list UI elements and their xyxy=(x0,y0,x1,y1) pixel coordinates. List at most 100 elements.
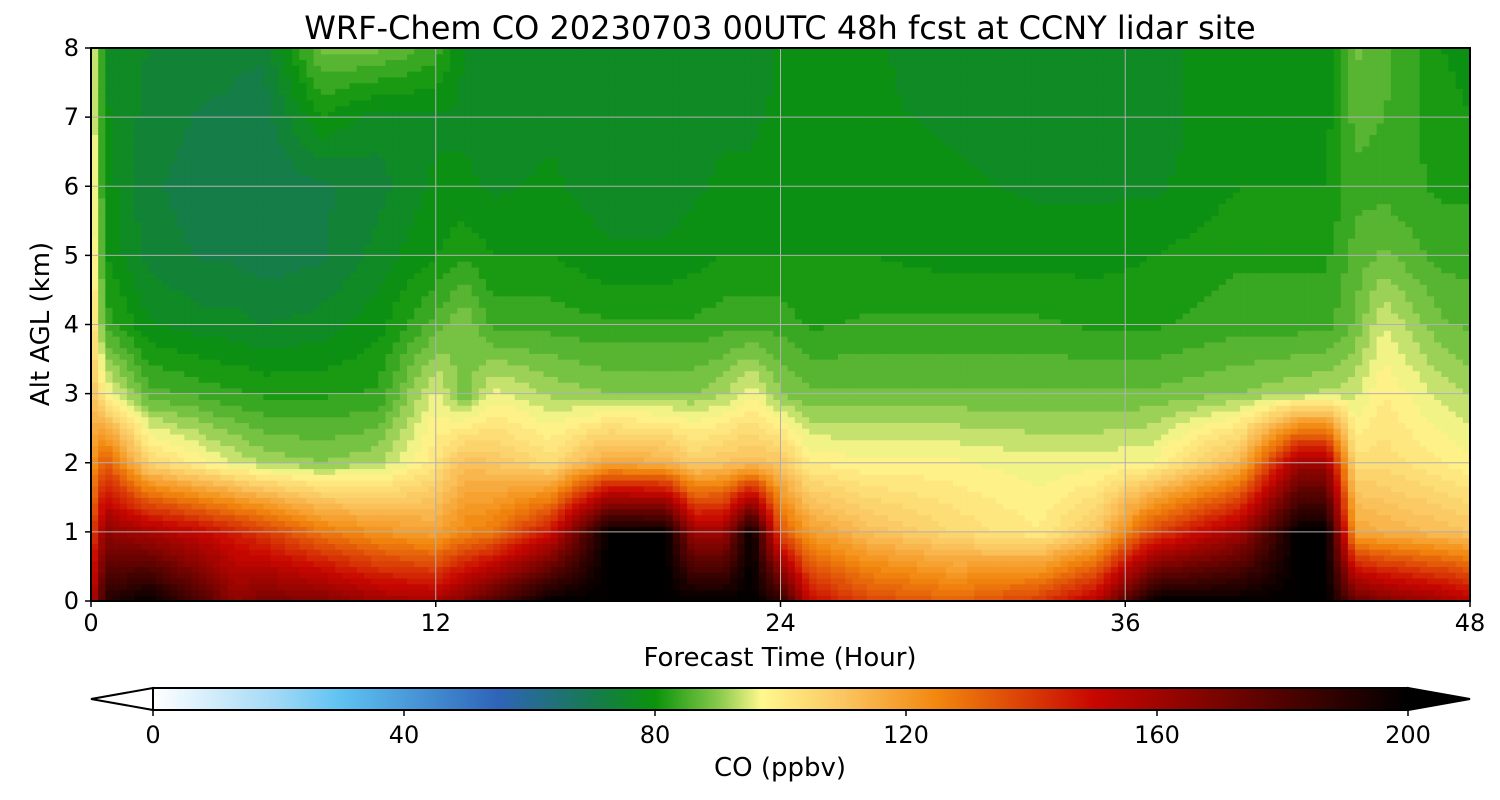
field-cell xyxy=(198,312,207,320)
field-cell xyxy=(457,583,466,591)
field-cell xyxy=(191,456,200,464)
field-cell xyxy=(399,387,408,395)
field-cell xyxy=(198,508,207,516)
field-cell xyxy=(299,439,308,447)
field-cell xyxy=(134,549,142,556)
field-cell xyxy=(363,359,372,366)
field-cell xyxy=(241,399,250,406)
field-cell xyxy=(213,583,221,591)
field-cell xyxy=(112,94,121,101)
field-cell xyxy=(414,318,422,326)
field-cell xyxy=(363,387,372,395)
field-cell xyxy=(213,433,221,441)
field-cell xyxy=(292,151,300,159)
field-cell xyxy=(414,359,422,366)
field-cell xyxy=(249,163,257,170)
field-cell xyxy=(249,186,257,193)
field-cell xyxy=(98,192,106,199)
field-cell xyxy=(356,462,365,470)
field-cell xyxy=(421,266,430,274)
field-cell xyxy=(126,209,135,216)
field-cell xyxy=(270,433,279,441)
field-cell xyxy=(98,215,106,222)
field-cell xyxy=(349,560,358,568)
field-cell xyxy=(270,572,279,579)
field-cell xyxy=(428,520,437,527)
field-cell xyxy=(205,341,214,349)
field-cell xyxy=(342,336,351,343)
field-cell xyxy=(284,220,293,228)
field-cell xyxy=(407,364,415,372)
field-cell xyxy=(407,249,415,256)
field-cell xyxy=(220,65,229,72)
field-cell xyxy=(112,416,121,424)
field-cell xyxy=(450,134,458,141)
field-cell xyxy=(356,497,365,504)
field-cell xyxy=(220,186,229,193)
field-cell xyxy=(220,422,229,429)
field-cell xyxy=(191,128,200,136)
field-cell xyxy=(184,445,193,452)
field-cell xyxy=(119,405,128,412)
field-cell xyxy=(249,157,257,164)
field-cell xyxy=(313,491,322,498)
field-cell xyxy=(284,261,293,268)
field-cell xyxy=(234,243,243,251)
field-cell xyxy=(270,330,279,337)
field-cell xyxy=(220,330,229,337)
field-cell xyxy=(277,168,286,176)
field-cell xyxy=(414,560,422,568)
field-cell xyxy=(442,480,451,487)
field-cell xyxy=(399,168,408,176)
field-cell xyxy=(141,531,150,539)
field-cell xyxy=(299,249,308,256)
field-cell xyxy=(141,456,150,464)
field-cell xyxy=(349,318,358,326)
field-cell xyxy=(241,359,250,366)
field-cell xyxy=(342,359,351,366)
field-cell xyxy=(205,410,214,418)
field-cell xyxy=(263,157,272,164)
field-cell xyxy=(328,341,336,349)
field-cell xyxy=(356,88,365,95)
field-cell xyxy=(119,583,128,591)
field-cell xyxy=(119,105,128,112)
field-cell xyxy=(263,59,272,66)
field-cell xyxy=(119,71,128,78)
field-cell xyxy=(148,572,157,579)
field-cell xyxy=(213,416,221,424)
field-cell xyxy=(284,554,293,562)
field-cell xyxy=(292,71,300,78)
field-cell xyxy=(284,301,293,308)
field-cell xyxy=(241,376,250,383)
field-cell xyxy=(392,157,401,164)
field-cell xyxy=(119,410,128,418)
field-cell xyxy=(306,341,315,349)
field-cell xyxy=(234,359,243,366)
field-cell xyxy=(342,554,351,562)
field-cell xyxy=(241,480,250,487)
field-cell xyxy=(407,94,415,101)
field-cell xyxy=(292,76,300,84)
field-cell xyxy=(256,474,264,481)
field-cell xyxy=(450,151,458,159)
field-cell xyxy=(414,186,422,193)
field-cell xyxy=(421,197,430,205)
field-cell xyxy=(198,82,207,89)
field-cell xyxy=(414,393,422,400)
field-cell xyxy=(155,445,164,452)
field-cell xyxy=(234,111,243,118)
field-cell xyxy=(205,220,214,228)
field-cell xyxy=(299,514,308,521)
field-cell xyxy=(320,520,329,527)
field-cell xyxy=(363,503,372,510)
field-cell xyxy=(371,59,379,66)
field-cell xyxy=(148,163,157,170)
field-cell xyxy=(378,226,387,233)
field-cell xyxy=(263,347,272,354)
field-cell xyxy=(134,312,142,320)
field-cell xyxy=(234,560,243,568)
field-cell xyxy=(428,456,437,464)
field-cell xyxy=(335,347,343,354)
field-cell xyxy=(249,503,257,510)
